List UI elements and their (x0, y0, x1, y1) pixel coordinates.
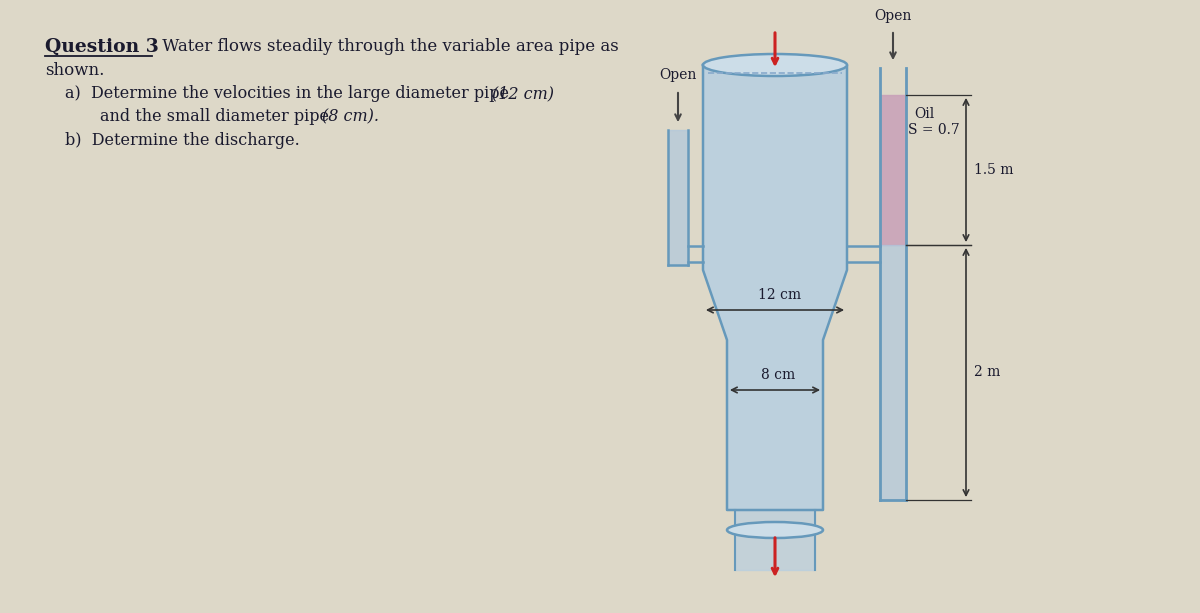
Text: 12 cm: 12 cm (758, 288, 802, 302)
Polygon shape (703, 65, 847, 510)
Text: b)  Determine the discharge.: b) Determine the discharge. (65, 132, 300, 149)
Polygon shape (880, 95, 906, 245)
Text: a)  Determine the velocities in the large diameter pipe: a) Determine the velocities in the large… (65, 85, 514, 102)
Text: Open: Open (659, 68, 697, 82)
Text: (12 cm): (12 cm) (492, 85, 554, 102)
Text: shown.: shown. (46, 62, 104, 79)
Text: 2 m: 2 m (974, 365, 1001, 379)
Text: Oil: Oil (914, 107, 935, 121)
Text: S = 0.7: S = 0.7 (908, 123, 960, 137)
Ellipse shape (703, 54, 847, 76)
Polygon shape (668, 130, 688, 265)
Text: Water flows steadily through the variable area pipe as: Water flows steadily through the variabl… (157, 38, 619, 55)
Text: 8 cm: 8 cm (761, 368, 796, 382)
Polygon shape (734, 510, 815, 570)
Text: and the small diameter pipe: and the small diameter pipe (100, 108, 334, 125)
Text: (8 cm).: (8 cm). (322, 108, 379, 125)
Text: 1.5 m: 1.5 m (974, 163, 1014, 177)
Text: Question 3: Question 3 (46, 38, 158, 56)
Polygon shape (880, 245, 906, 500)
Ellipse shape (727, 522, 823, 538)
Text: Open: Open (875, 9, 912, 23)
